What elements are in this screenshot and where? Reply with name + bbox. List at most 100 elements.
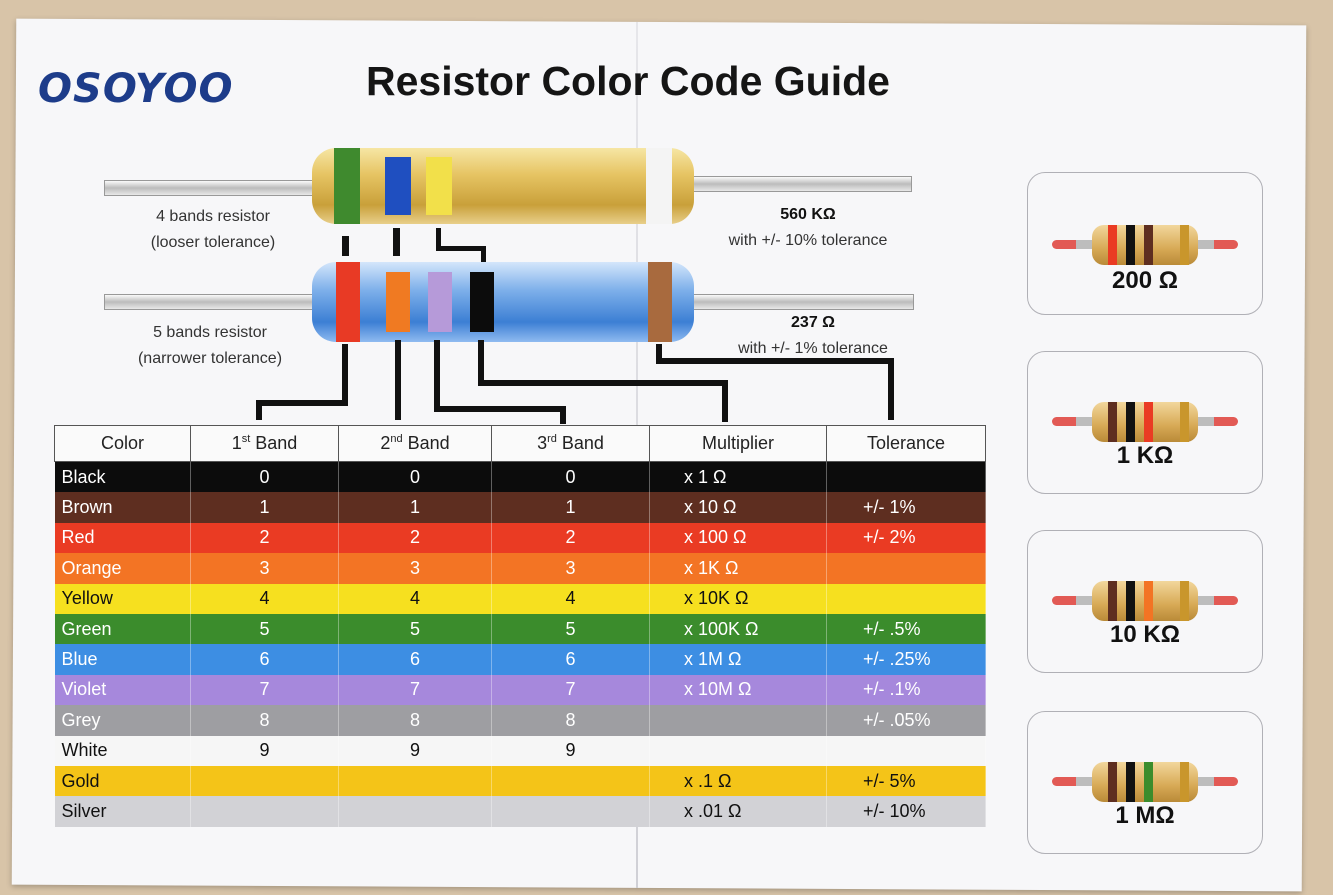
table-row: Blue 6 6 6 x 1M Ω +/- .25% (54, 644, 986, 675)
tolerance-cell: +/- .25% (826, 644, 986, 675)
multiplier-cell: x 1M Ω (649, 644, 827, 675)
header-band2: 2nd Band (338, 425, 492, 462)
header-band3: 3rd Band (491, 425, 650, 462)
band1-digit-cell: 5 (190, 613, 339, 645)
band2-digit-cell: 2 (338, 522, 492, 554)
tolerance-cell (826, 735, 986, 766)
osoyoo-logo: OSOYOO (38, 66, 234, 112)
multiplier-cell: x 100 Ω (649, 522, 827, 554)
example-band (1126, 762, 1135, 802)
tolerance-cell: +/- .5% (826, 613, 986, 645)
band2-digit-cell: 5 (338, 613, 492, 645)
example-value-label: 200 Ω (1112, 267, 1178, 294)
band3-digit-cell (491, 796, 650, 827)
band1-digit-cell: 6 (190, 644, 339, 675)
band3-digit-cell: 4 (491, 583, 650, 614)
band-5-2 (386, 272, 410, 332)
five-band-label: 5 bands resistor (narrower tolerance) (112, 320, 308, 372)
band3-wire (434, 406, 566, 412)
band1-digit-cell: 4 (190, 583, 339, 614)
band3-digit-cell: 5 (491, 613, 650, 645)
band1-digit-cell: 2 (190, 522, 339, 554)
band1-wire (342, 344, 348, 404)
example-band (1108, 762, 1117, 802)
example-resistor-card: 1 MΩ (1027, 711, 1263, 854)
band2-digit-cell: 9 (338, 735, 492, 766)
example-band (1126, 581, 1135, 621)
band1-digit-cell: 0 (190, 461, 339, 493)
band3-digit-cell (491, 765, 650, 797)
example-band (1144, 762, 1153, 802)
tolerance-cell (826, 553, 986, 584)
band2-digit-cell: 8 (338, 705, 492, 736)
header-tolerance: Tolerance (826, 425, 986, 462)
five-band-value: 237 Ω (791, 314, 835, 331)
header-multiplier: Multiplier (649, 425, 827, 462)
table-row: Black 0 0 0 x 1 Ω (54, 461, 986, 493)
band2-digit-cell (338, 765, 492, 797)
four-band-value: 560 KΩ (780, 206, 836, 223)
band3-digit-cell: 0 (491, 461, 650, 493)
band3-digit-cell: 7 (491, 674, 650, 706)
multiplier-cell: x 10M Ω (649, 674, 827, 706)
band2-digit-cell: 4 (338, 583, 492, 614)
example-band (1180, 581, 1189, 621)
band2-digit-cell: 3 (338, 553, 492, 584)
band-5-1 (336, 262, 360, 342)
color-name-cell: Gold (54, 765, 191, 797)
multiplier-cell (649, 705, 827, 736)
table-row: White 9 9 9 (54, 735, 986, 766)
resistor-icon (1052, 225, 1238, 265)
band2-digit-cell (338, 796, 492, 827)
example-band (1144, 402, 1153, 442)
example-band (1108, 225, 1117, 265)
resistor-icon (1052, 762, 1238, 802)
tolerance-cell: +/- .1% (826, 674, 986, 706)
band2-digit-cell: 6 (338, 644, 492, 675)
table-row: Violet 7 7 7 x 10M Ω +/- .1% (54, 674, 986, 706)
band-4-3 (426, 157, 452, 215)
five-band-name: 5 bands resistor (153, 324, 267, 341)
example-band (1144, 581, 1153, 621)
tolerance-cell: +/- .05% (826, 705, 986, 736)
band2-digit-cell: 1 (338, 492, 492, 523)
table-row: Grey 8 8 8 +/- .05% (54, 705, 986, 736)
band3-digit-cell: 2 (491, 522, 650, 554)
color-name-cell: White (54, 735, 191, 766)
connector-wire (393, 228, 400, 256)
band3-digit-cell: 6 (491, 644, 650, 675)
tolerance-cell (826, 583, 986, 614)
table-row: Orange 3 3 3 x 1K Ω (54, 553, 986, 584)
example-band (1126, 402, 1135, 442)
band1-digit-cell: 8 (190, 705, 339, 736)
band1-digit-cell: 3 (190, 553, 339, 584)
example-resistor-card: 10 KΩ (1027, 530, 1263, 673)
band-4-4 (646, 148, 672, 224)
color-name-cell: Brown (54, 492, 191, 523)
band2-digit-cell: 7 (338, 674, 492, 706)
color-name-cell: Silver (54, 796, 191, 827)
band3-digit-cell: 8 (491, 705, 650, 736)
multiplier-wire (478, 380, 728, 386)
example-resistor-card: 200 Ω (1027, 172, 1263, 315)
band-4-1 (334, 148, 360, 224)
color-name-cell: Blue (54, 644, 191, 675)
resistor-icon (1052, 402, 1238, 442)
page-title: Resistor Color Code Guide (366, 58, 890, 104)
resistor-icon (1052, 581, 1238, 621)
table-row: Gold x .1 Ω +/- 5% (54, 765, 986, 797)
connector-wire (436, 246, 486, 251)
band1-digit-cell: 9 (190, 735, 339, 766)
multiplier-cell: x 10 Ω (649, 492, 827, 523)
band3-wire (560, 406, 566, 424)
multiplier-cell: x 1K Ω (649, 553, 827, 584)
example-band (1108, 581, 1117, 621)
band1-wire (256, 400, 262, 420)
multiplier-cell: x 100K Ω (649, 613, 827, 645)
band2-wire (395, 340, 401, 420)
tolerance-wire (656, 358, 894, 364)
four-band-value-label: 560 KΩ with +/- 10% tolerance (700, 202, 916, 254)
example-band (1108, 402, 1117, 442)
color-name-cell: Green (54, 613, 191, 645)
color-name-cell: Yellow (54, 583, 191, 614)
